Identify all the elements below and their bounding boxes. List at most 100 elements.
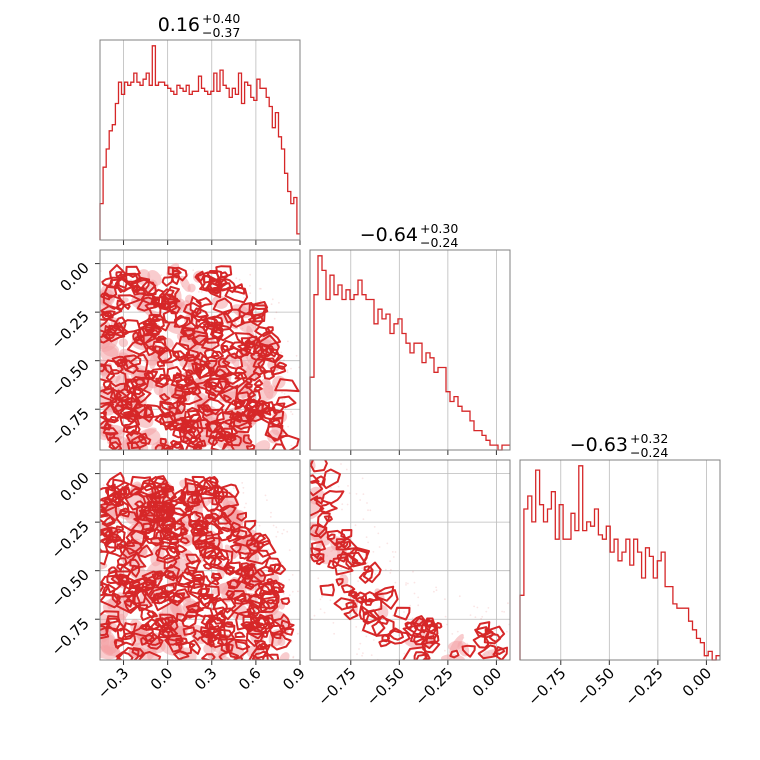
sample-point [249,284,251,287]
density-contour [213,311,233,332]
density-contour [128,402,147,419]
density-contour [393,606,411,621]
density-contour [188,519,209,532]
density-contour [111,592,121,604]
density-contour [242,434,253,445]
density-contour [335,578,344,587]
density-contours-param-1-vs-2 [310,460,510,660]
density-contour [191,494,204,505]
density-contour [199,274,221,292]
sample-point [373,526,376,528]
density-contour [155,617,168,628]
density-contour [195,418,211,430]
title-2-median: −0.63 [570,434,628,456]
density-contour [363,565,374,573]
density-contour [129,475,152,490]
density-contour [203,279,223,295]
density-contour [265,599,277,610]
sample-point [389,572,392,574]
density-contour [192,318,210,335]
density-contour [120,272,139,286]
density-contour [136,544,154,559]
x-tick-label: −0.3 [94,664,132,702]
density-contour [166,542,179,550]
sample-point [249,273,252,276]
density-contour [226,532,240,543]
density-contour [258,406,285,425]
density-contour [251,650,275,660]
panel-hist-param-1: −0.64 +0.30 −0.24 [309,221,511,455]
sample-point [341,508,343,511]
density-contour [200,496,219,512]
density-contour [202,562,213,570]
density-contour [225,589,235,599]
density-contour [250,644,271,659]
density-contour [194,540,208,550]
sample-point [281,398,284,401]
sample-point [355,493,358,495]
sample-point [242,492,245,494]
sample-point [391,551,394,553]
sample-point [362,652,364,654]
sample-point [444,598,446,601]
density-fill [182,549,196,565]
sample-point [237,320,240,323]
density-fill [253,440,271,450]
density-contour [124,590,134,599]
density-contour [177,641,196,655]
sample-point [389,560,391,563]
sample-point [259,299,262,302]
density-contour [200,479,220,497]
density-contour [115,359,126,368]
sample-point [372,639,375,641]
density-contour [183,409,201,427]
density-contour [388,627,404,641]
density-contour [166,638,183,653]
sample-point [292,655,295,658]
density-contour [207,434,218,447]
density-contour [188,639,201,655]
x-tick-label: 0.3 [191,664,221,694]
density-contour [203,321,218,332]
density-contour [118,575,131,586]
sample-point [360,630,363,633]
density-contour [340,584,356,594]
panel-hist-param-2: −0.63 +0.32 −0.24 [519,431,721,665]
density-contour [186,494,200,505]
density-contour [484,627,494,636]
density-contour [258,579,285,595]
density-contour [153,345,166,353]
density-contour [117,294,141,307]
sample-point [480,617,482,620]
density-contour [167,266,182,276]
density-contour [175,612,188,623]
sample-point [291,590,294,593]
density-contour [100,493,122,512]
y-tick-label: −0.25 [48,517,93,562]
density-contour [224,621,234,628]
density-contour [133,336,145,346]
sample-point [473,605,475,608]
density-contour [131,577,155,592]
density-contour [134,500,145,509]
density-contour [100,624,110,640]
density-contour [229,521,241,534]
density-contour [158,482,173,492]
density-contours-param-0-vs-2 [100,471,299,660]
sample-point [160,274,163,276]
sample-point [444,649,446,652]
density-contour [160,616,174,627]
density-contour [185,378,195,387]
sample-point [272,524,275,527]
sample-point [170,283,173,286]
sample-point [390,568,392,571]
axes-frame [99,39,301,241]
sample-point [411,617,414,620]
density-contour [196,530,216,544]
density-contour [415,653,428,660]
density-contour [402,646,427,660]
density-contour [245,621,268,640]
density-contour [347,546,370,566]
title-0-median: 0.16 [158,14,200,36]
density-contour [310,479,324,497]
